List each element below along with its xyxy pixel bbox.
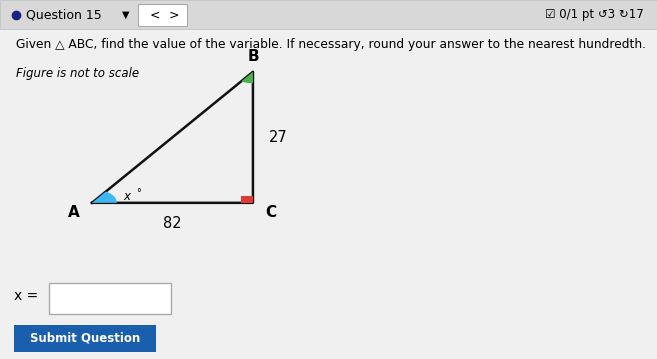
Text: °: ° xyxy=(136,188,141,199)
Text: Figure is not to scale: Figure is not to scale xyxy=(16,67,139,80)
FancyBboxPatch shape xyxy=(138,4,187,26)
Polygon shape xyxy=(241,72,253,83)
Text: <: < xyxy=(149,8,160,21)
FancyBboxPatch shape xyxy=(49,283,171,314)
Text: Given △ ABC, find the value of the variable. If necessary, round your answer to : Given △ ABC, find the value of the varia… xyxy=(16,38,646,51)
Text: ☑ 0/1 pt ↺3 ↻17: ☑ 0/1 pt ↺3 ↻17 xyxy=(545,8,644,21)
Text: A: A xyxy=(68,205,80,220)
Bar xyxy=(241,196,253,203)
Bar xyxy=(0,0,657,29)
Text: >: > xyxy=(169,8,179,21)
Text: x =: x = xyxy=(14,289,39,303)
Text: C: C xyxy=(265,205,276,220)
Text: Question 15: Question 15 xyxy=(26,8,102,21)
FancyBboxPatch shape xyxy=(14,325,156,352)
Text: B: B xyxy=(247,49,259,64)
Text: x: x xyxy=(124,190,131,203)
Text: 27: 27 xyxy=(269,130,288,145)
Polygon shape xyxy=(92,191,117,203)
Text: 82: 82 xyxy=(163,216,182,232)
Text: Submit Question: Submit Question xyxy=(30,332,140,345)
Text: ▼: ▼ xyxy=(122,10,129,20)
